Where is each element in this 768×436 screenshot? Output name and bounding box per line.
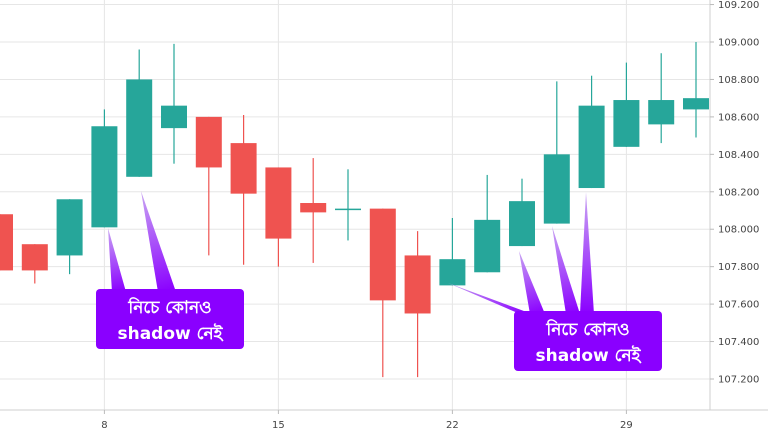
x-tick-label: 22 (446, 420, 459, 431)
candle-body (509, 201, 535, 247)
y-tick-label: 107.800 (718, 262, 759, 273)
callout-right-line1: নিচে কোনও (545, 318, 629, 340)
callout-right-line2: shadow নেই (535, 345, 641, 366)
callout-left-line1: নিচে কোনও (127, 296, 211, 318)
x-tick-label: 15 (272, 420, 285, 431)
y-tick-label: 107.600 (718, 300, 759, 311)
candle-body (648, 100, 675, 125)
candle-body (230, 143, 257, 194)
candle-body (369, 208, 396, 301)
callout-left: নিচে কোনও shadow নেই (96, 289, 244, 349)
y-tick-label: 108.400 (718, 150, 759, 161)
candle-body (195, 116, 222, 168)
candle-body (578, 105, 605, 189)
candle-body (0, 214, 13, 271)
candle-body (543, 154, 570, 224)
callout-pointer (141, 191, 176, 292)
candle-body (21, 244, 48, 271)
y-tick-label: 109.000 (718, 38, 759, 49)
x-tick-label: 8 (101, 420, 107, 431)
candle-body (335, 208, 361, 211)
candle-body (300, 203, 327, 213)
candle-body (474, 219, 501, 273)
candle-body (613, 100, 640, 147)
candle-body (161, 105, 187, 129)
candle-body (439, 259, 466, 286)
y-axis-ticks: 107.200 107.400 107.600 107.800 108.000 108.2… (710, 0, 759, 386)
callout-left-box (96, 289, 244, 349)
y-tick-label: 108.800 (718, 75, 759, 86)
y-tick-label: 108.000 (718, 225, 759, 236)
y-tick-label: 108.600 (718, 112, 759, 123)
x-tick-label: 29 (620, 420, 633, 431)
callout-left-line2: shadow নেই (117, 323, 223, 344)
y-tick-label: 108.200 (718, 187, 759, 198)
candle-body (91, 126, 118, 228)
callout-pointer (552, 226, 580, 314)
callout-right-box (514, 311, 662, 371)
x-axis-ticks: 8 15 22 29 (101, 410, 633, 431)
callout-right: নিচে কোনও shadow নেই (514, 311, 662, 371)
y-tick-label: 109.200 (718, 0, 759, 11)
candle-body (404, 255, 431, 314)
y-tick-label: 107.400 (718, 337, 759, 348)
candle-body (265, 167, 292, 239)
y-tick-label: 107.200 (718, 375, 759, 386)
callout-pointer (580, 192, 594, 314)
callout-pointer (108, 228, 126, 292)
candles (0, 42, 709, 378)
candle-body (683, 98, 709, 110)
candle-body (56, 199, 83, 256)
candle-body (126, 79, 153, 177)
callout-pointers (108, 191, 594, 314)
callout-pointer (519, 251, 545, 314)
callout-pointer (448, 283, 532, 314)
